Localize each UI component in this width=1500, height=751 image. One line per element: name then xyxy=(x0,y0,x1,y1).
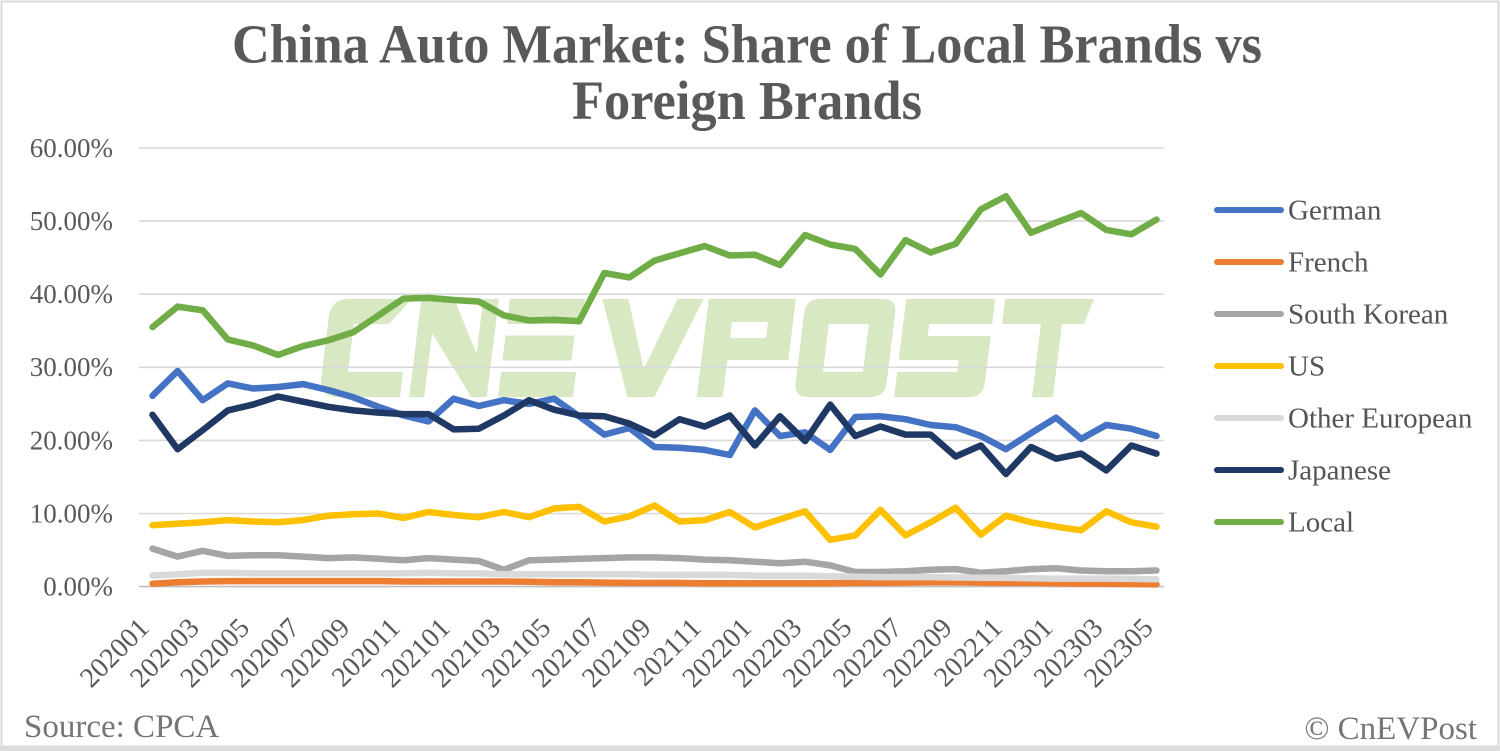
svg-text:Local: Local xyxy=(1288,507,1354,539)
svg-text:0.00%: 0.00% xyxy=(43,572,113,602)
svg-text:US: US xyxy=(1288,351,1325,383)
svg-text:20.00%: 20.00% xyxy=(30,425,113,455)
svg-text:French: French xyxy=(1288,247,1369,279)
svg-text:60.00%: 60.00% xyxy=(30,133,113,163)
svg-text:10.00%: 10.00% xyxy=(30,498,113,528)
svg-text:40.00%: 40.00% xyxy=(30,279,113,309)
svg-text:South Korean: South Korean xyxy=(1288,299,1449,331)
svg-text:Foreign Brands: Foreign Brands xyxy=(572,70,922,131)
svg-text:China Auto Market: Share of Lo: China Auto Market: Share of Local Brands… xyxy=(232,14,1262,75)
svg-text:Other European: Other European xyxy=(1288,403,1473,435)
svg-text:German: German xyxy=(1288,195,1382,227)
svg-text:Source: CPCA: Source: CPCA xyxy=(24,709,219,745)
svg-text:© CnEVPost: © CnEVPost xyxy=(1304,711,1477,747)
svg-text:Japanese: Japanese xyxy=(1288,455,1391,487)
svg-text:50.00%: 50.00% xyxy=(30,206,113,236)
svg-text:30.00%: 30.00% xyxy=(30,352,113,382)
